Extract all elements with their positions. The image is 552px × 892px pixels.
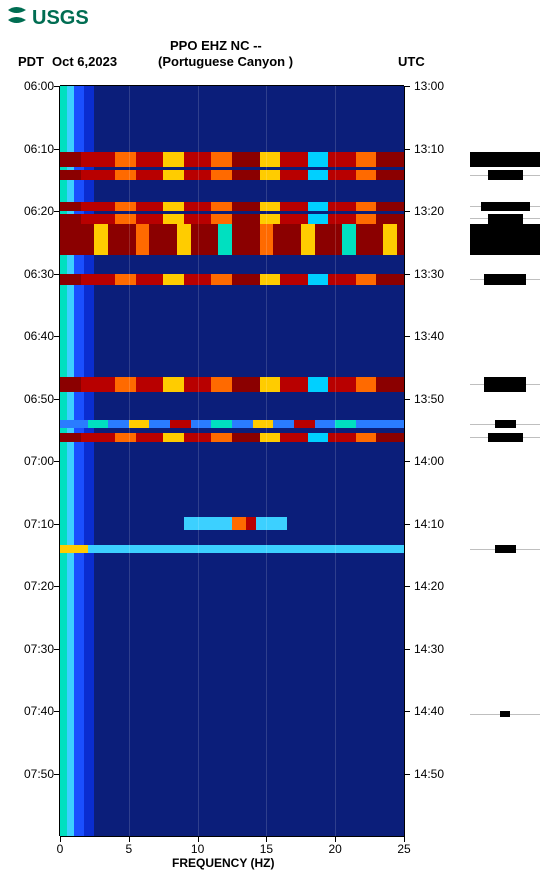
y-tick-label-left: 06:30 <box>4 267 54 281</box>
y-tick-label-right: 13:40 <box>414 329 444 343</box>
y-tick-label-right: 14:10 <box>414 517 444 531</box>
spectral-event-band <box>60 202 404 211</box>
gridline-vertical <box>198 86 199 836</box>
y-tick-label-left: 07:20 <box>4 579 54 593</box>
y-tick-label-right: 13:20 <box>414 204 444 218</box>
y-tick-label-right: 14:50 <box>414 767 444 781</box>
gridline-vertical <box>266 86 267 836</box>
noise-column <box>74 86 84 836</box>
y-tick-label-left: 07:30 <box>4 642 54 656</box>
x-axis-title: FREQUENCY (HZ) <box>172 856 274 870</box>
gridline-vertical <box>129 86 130 836</box>
y-tick-label-left: 06:10 <box>4 142 54 156</box>
y-tick-label-right: 14:00 <box>414 454 444 468</box>
y-tick-label-left: 06:00 <box>4 79 54 93</box>
spectral-event-band <box>60 545 404 553</box>
spectral-event-band <box>60 433 404 442</box>
y-tick-label-left: 07:10 <box>4 517 54 531</box>
waveform-sidebar <box>470 86 540 836</box>
x-tick-label: 5 <box>125 842 132 856</box>
y-tick-label-right: 14:40 <box>414 704 444 718</box>
y-tick-label-right: 14:20 <box>414 579 444 593</box>
spectral-event-band <box>60 274 404 285</box>
gridline-vertical <box>335 86 336 836</box>
y-tick-label-right: 13:00 <box>414 79 444 93</box>
spectral-event-band <box>60 517 404 530</box>
x-tick-label: 20 <box>329 842 342 856</box>
x-tick-label: 10 <box>191 842 204 856</box>
y-tick-label-right: 13:50 <box>414 392 444 406</box>
noise-column <box>60 86 67 836</box>
y-tick-label-right: 14:30 <box>414 642 444 656</box>
x-tick-label: 25 <box>397 842 410 856</box>
y-tick-label-left: 07:50 <box>4 767 54 781</box>
y-tick-label-right: 13:10 <box>414 142 444 156</box>
spectral-event-band <box>60 152 404 168</box>
y-tick-label-left: 07:00 <box>4 454 54 468</box>
spectrogram-plot <box>60 86 404 836</box>
spectral-event-band <box>60 224 404 255</box>
spectral-event-band <box>60 420 404 428</box>
spectral-event-band <box>60 377 404 393</box>
x-tick-label: 0 <box>57 842 64 856</box>
spectral-event-band <box>60 170 404 179</box>
y-tick-label-left: 06:50 <box>4 392 54 406</box>
noise-column <box>84 86 94 836</box>
y-tick-label-left: 07:40 <box>4 704 54 718</box>
y-tick-label-left: 06:40 <box>4 329 54 343</box>
y-tick-label-left: 06:20 <box>4 204 54 218</box>
spectral-event-band <box>60 214 404 223</box>
noise-column <box>67 86 74 836</box>
y-tick-label-right: 13:30 <box>414 267 444 281</box>
x-tick-label: 15 <box>260 842 273 856</box>
